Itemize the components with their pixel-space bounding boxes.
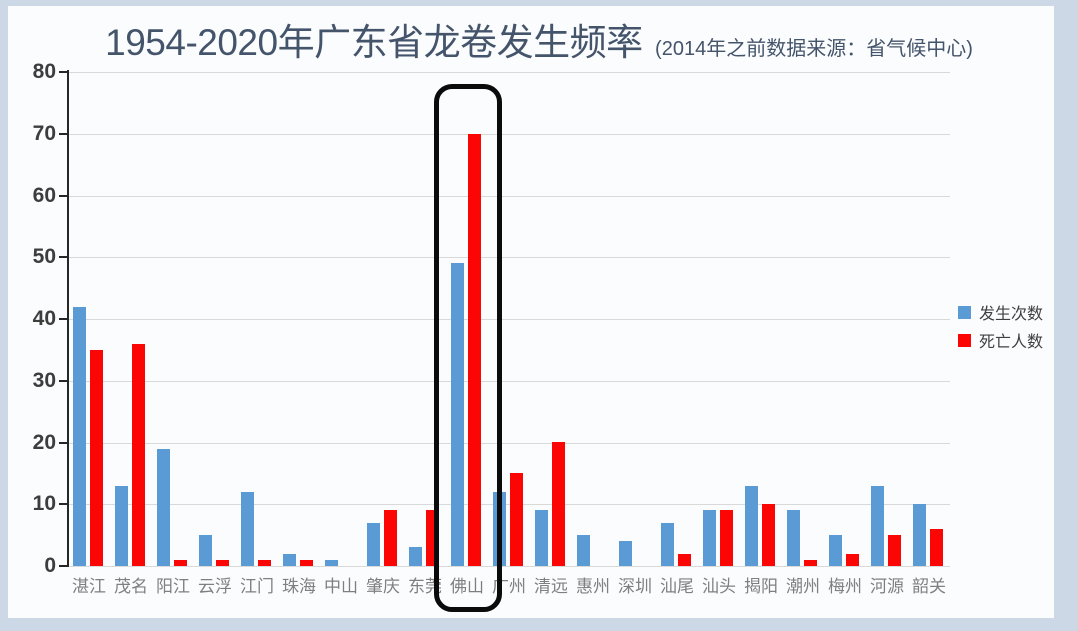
x-label-5: 珠海 (282, 577, 316, 596)
bar-occurrences-11 (535, 510, 548, 566)
bar-occurrences-8 (409, 547, 422, 566)
bar-deaths-9 (468, 134, 481, 566)
bar-occurrences-9 (451, 263, 464, 566)
bar-deaths-0 (90, 350, 103, 566)
bar-occurrences-1 (115, 486, 128, 566)
y-tick-label-60: 60 (32, 184, 56, 207)
x-label-11: 清远 (534, 577, 568, 596)
chart-header: 1954-2020年广东省龙卷发生频率 (2014年之前数据来源：省气候中心) (0, 12, 1078, 66)
x-label-14: 汕尾 (660, 577, 694, 596)
chart-subtitle: (2014年之前数据来源：省气候中心) (655, 38, 973, 60)
legend-label: 发生次数 (979, 306, 1044, 323)
bar-deaths-18 (846, 554, 859, 566)
bar-occurrences-15 (703, 510, 716, 566)
y-axis (67, 70, 69, 567)
bar-occurrences-12 (577, 535, 590, 566)
bar-deaths-2 (174, 560, 187, 566)
bar-occurrences-4 (241, 492, 254, 566)
bar-deaths-15 (720, 510, 733, 566)
legend: 发生次数 死亡人数 (958, 302, 1043, 358)
bar-deaths-20 (930, 529, 943, 566)
x-label-9: 佛山 (450, 577, 484, 596)
x-label-0: 湛江 (72, 577, 106, 596)
gridline-30 (68, 381, 950, 382)
y-axis-tick-10 (59, 503, 68, 505)
bar-occurrences-5 (283, 554, 296, 566)
x-label-3: 云浮 (198, 577, 232, 596)
highlight-box-foshan (434, 84, 502, 612)
bar-occurrences-3 (199, 535, 212, 566)
gridline-0 (68, 566, 950, 567)
x-label-18: 梅州 (828, 577, 862, 596)
y-tick-label-0: 0 (44, 554, 56, 577)
gridline-50 (68, 257, 950, 258)
y-axis-tick-50 (59, 256, 68, 258)
x-label-6: 中山 (324, 577, 358, 596)
gridline-40 (68, 319, 950, 320)
legend-swatch-icon (958, 305, 971, 319)
y-axis-tick-80 (59, 71, 68, 73)
y-tick-label-20: 20 (32, 431, 56, 454)
y-tick-label-70: 70 (32, 122, 56, 145)
bar-deaths-17 (804, 560, 817, 566)
bar-occurrences-14 (661, 523, 674, 566)
y-tick-label-40: 40 (32, 307, 56, 330)
y-axis-tick-70 (59, 133, 68, 135)
bar-occurrences-13 (619, 541, 632, 566)
y-tick-label-50: 50 (32, 245, 56, 268)
bar-deaths-4 (258, 560, 271, 566)
y-axis-tick-40 (59, 318, 68, 320)
bar-deaths-16 (762, 504, 775, 566)
bar-deaths-3 (216, 560, 229, 566)
gridline-10 (68, 504, 950, 505)
x-label-15: 汕头 (702, 577, 736, 596)
y-tick-label-10: 10 (32, 492, 56, 515)
legend-label: 死亡人数 (979, 334, 1044, 351)
x-label-13: 深圳 (618, 577, 652, 596)
bar-deaths-7 (384, 510, 397, 566)
bar-occurrences-7 (367, 523, 380, 566)
chart-title: 1954-2020年广东省龙卷发生频率 (105, 22, 643, 63)
x-label-2: 阳江 (156, 577, 190, 596)
bar-deaths-14 (678, 554, 691, 566)
x-label-12: 惠州 (576, 577, 610, 596)
x-label-19: 河源 (870, 577, 904, 596)
gridline-20 (68, 443, 950, 444)
legend-item-occurrences: 发生次数 (958, 302, 1044, 323)
y-axis-tick-30 (59, 380, 68, 382)
x-label-20: 韶关 (912, 577, 946, 596)
bar-occurrences-0 (73, 307, 86, 566)
y-axis-tick-60 (59, 195, 68, 197)
bar-occurrences-20 (913, 504, 926, 566)
bar-occurrences-17 (787, 510, 800, 566)
bar-occurrences-16 (745, 486, 758, 566)
bar-occurrences-18 (829, 535, 842, 566)
y-axis-tick-0 (59, 565, 68, 567)
gridline-80 (68, 72, 950, 73)
bar-deaths-11 (552, 442, 565, 566)
x-label-8: 东莞 (408, 577, 442, 596)
gridline-70 (68, 134, 950, 135)
x-label-4: 江门 (240, 577, 274, 596)
y-tick-label-80: 80 (32, 60, 56, 83)
y-axis-tick-20 (59, 442, 68, 444)
bar-occurrences-2 (157, 449, 170, 566)
bar-occurrences-6 (325, 560, 338, 566)
bar-deaths-1 (132, 344, 145, 566)
legend-swatch-icon (958, 333, 971, 347)
x-label-16: 揭阳 (744, 577, 778, 596)
gridline-60 (68, 196, 950, 197)
x-label-7: 肇庆 (366, 577, 400, 596)
bar-deaths-5 (300, 560, 313, 566)
bar-occurrences-19 (871, 486, 884, 566)
x-label-1: 茂名 (114, 577, 148, 596)
y-tick-label-30: 30 (32, 369, 56, 392)
bar-deaths-19 (888, 535, 901, 566)
bar-deaths-10 (510, 473, 523, 566)
legend-item-deaths: 死亡人数 (958, 330, 1044, 351)
x-label-17: 潮州 (786, 577, 820, 596)
